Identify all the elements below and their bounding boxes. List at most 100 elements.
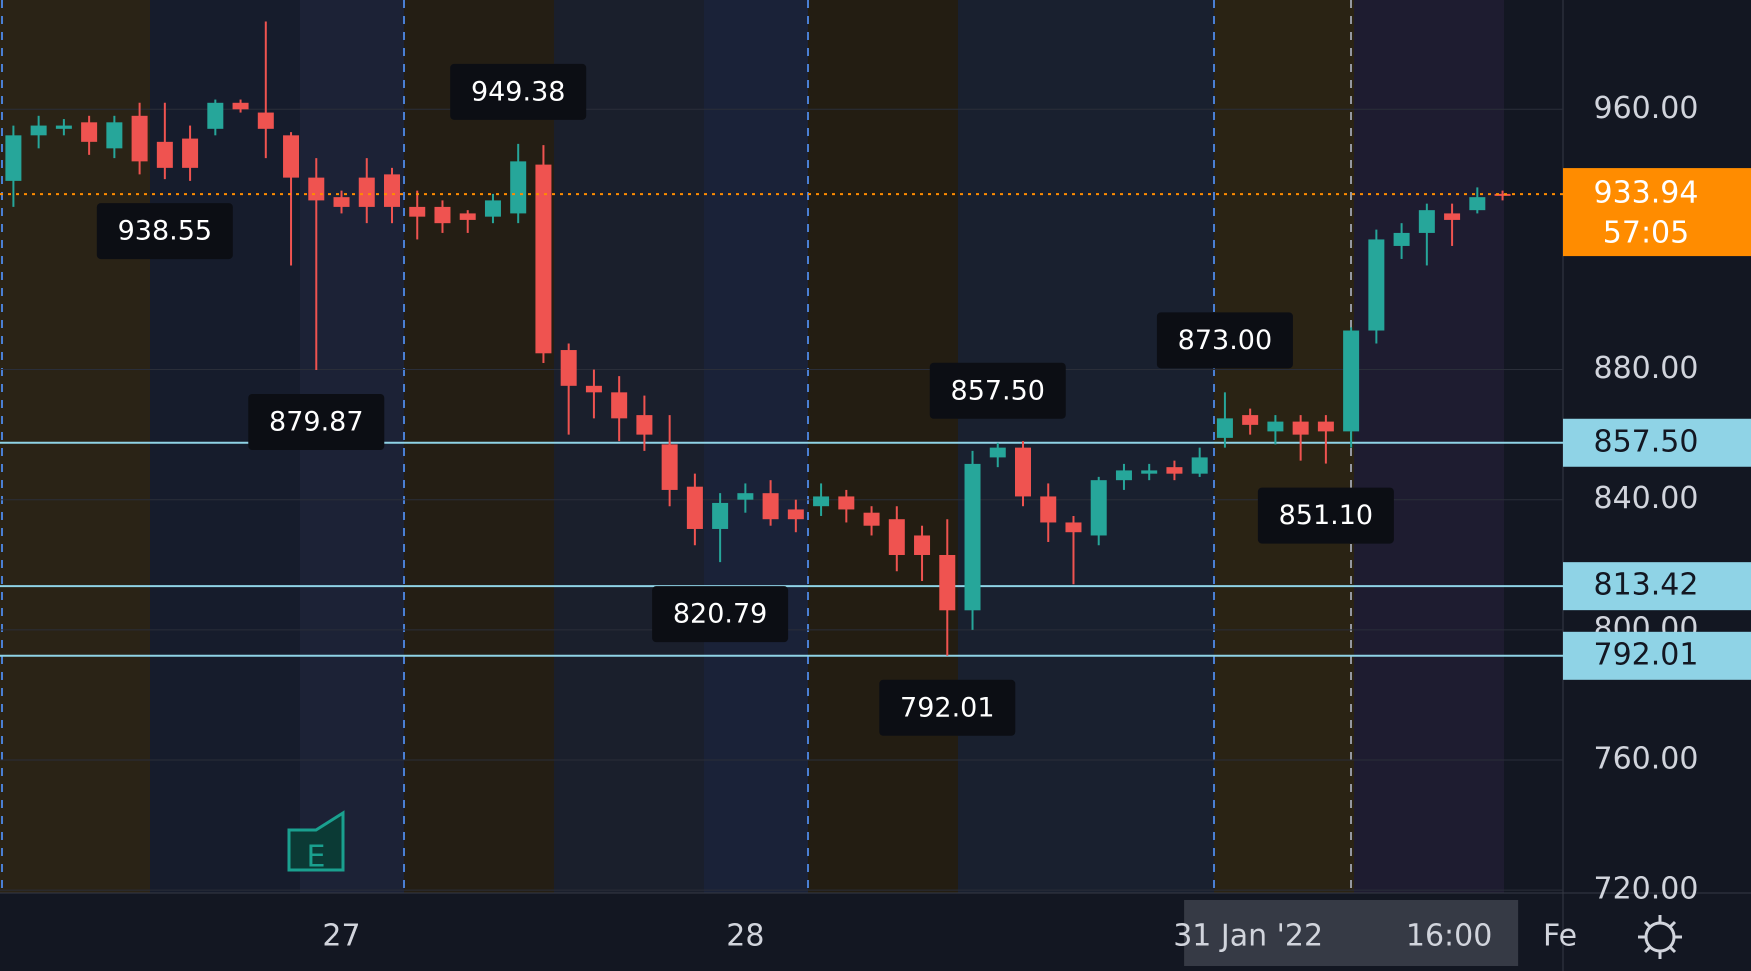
session-bands [0, 0, 1504, 893]
candle-body [81, 122, 98, 142]
settings-icon[interactable] [1638, 915, 1682, 959]
price-line-box [1563, 562, 1751, 611]
candle-body [914, 535, 931, 555]
annotation-label: 873.00 [1178, 325, 1272, 356]
candle-body [384, 174, 400, 207]
candle-body [636, 415, 653, 435]
candle-body [1015, 447, 1031, 497]
session-separators [1, 0, 1215, 893]
annotation-box [96, 203, 233, 260]
crosshair-time: 16:00 [1406, 919, 1492, 954]
candle-body [535, 164, 552, 354]
x-tick-label: Fe [1543, 919, 1577, 954]
candle-body [207, 102, 224, 129]
candle-body [737, 493, 754, 500]
candle-body [1166, 467, 1183, 474]
svg-text:E: E [307, 840, 326, 875]
candle-body [888, 519, 905, 555]
annotation-label: 851.10 [1279, 500, 1373, 531]
last-price-label: 933.94 [1594, 176, 1699, 211]
candle-body [131, 115, 148, 162]
candle-body [1343, 330, 1360, 432]
countdown: 57:05 [1603, 216, 1689, 251]
candle-body [308, 177, 325, 201]
candle-body [182, 138, 199, 168]
candle-body [686, 486, 703, 529]
earnings-badge: E [287, 810, 345, 875]
candle-body [1141, 470, 1158, 474]
candle-body [661, 444, 678, 490]
price-line-label: 792.01 [1594, 637, 1699, 672]
price-line-box [1563, 631, 1751, 680]
candle-body [762, 493, 779, 520]
candle-body [863, 512, 880, 526]
annotation-box [879, 679, 1016, 736]
annotation-box [450, 63, 587, 120]
candle-body [813, 496, 830, 507]
candle-body [358, 177, 375, 207]
candle-body [1090, 480, 1107, 536]
annotation-label: 949.38 [471, 76, 565, 107]
candle-body [1242, 415, 1259, 425]
y-tick-label: 760.00 [1594, 741, 1699, 776]
y-tick-label: 960.00 [1594, 91, 1699, 126]
price-line-box [1563, 418, 1751, 467]
candle-body [156, 141, 173, 168]
candle-body [257, 112, 274, 129]
candle-body [484, 200, 501, 217]
candle-body [611, 392, 628, 419]
candle-body [1115, 470, 1132, 481]
price-line-label: 813.42 [1594, 568, 1699, 603]
annotation-label: 879.87 [269, 406, 363, 437]
candle-body [459, 213, 476, 220]
x-tick-label: 28 [726, 919, 764, 954]
candle-body [1469, 197, 1486, 211]
candle-body [55, 125, 72, 129]
y-tick-label: 720.00 [1594, 872, 1699, 907]
crosshair-time-box [1184, 900, 1519, 966]
candle-body [712, 502, 729, 529]
candle-body [989, 447, 1006, 458]
annotation-label: 938.55 [118, 216, 212, 247]
annotation-label: 792.01 [900, 692, 994, 723]
candle-body [510, 161, 527, 214]
annotation-box [652, 586, 789, 643]
candle-body [838, 496, 855, 510]
candle-body [1494, 193, 1511, 196]
candle-body [283, 135, 300, 178]
y-tick-label: 880.00 [1594, 351, 1699, 386]
candle-body [1393, 232, 1410, 246]
last-price-box [1563, 168, 1751, 257]
candle-body [232, 102, 249, 110]
price-line-label: 857.50 [1594, 424, 1699, 459]
candle-body [409, 206, 426, 217]
annotation-label: 820.79 [673, 599, 767, 630]
candle-body [1444, 213, 1461, 220]
candle-body [1267, 421, 1284, 432]
candle-body [939, 554, 956, 611]
candle-body [585, 385, 602, 393]
candle-body [1216, 418, 1233, 438]
candle-body [5, 135, 22, 181]
candle-body [1040, 496, 1057, 523]
candle-body [1191, 457, 1208, 474]
candle-body [964, 463, 981, 611]
crosshair-date: 31 Jan '22 [1173, 919, 1323, 954]
candle-body [30, 125, 47, 136]
candle-body [1368, 239, 1385, 331]
x-tick-label: 27 [322, 919, 360, 954]
candle-body [333, 197, 350, 207]
annotation-box [1156, 312, 1293, 369]
candle-body [560, 350, 577, 386]
annotation-label: 857.50 [951, 375, 1045, 406]
candle-body [787, 509, 804, 520]
candle-body [1317, 421, 1334, 432]
candle-body [1292, 421, 1309, 435]
candle-body [106, 122, 123, 149]
annotation-box [1257, 487, 1394, 544]
y-tick-label: 840.00 [1594, 481, 1699, 516]
annotation-box [248, 393, 385, 450]
candle-body [1065, 522, 1082, 533]
annotation-box [929, 362, 1066, 419]
